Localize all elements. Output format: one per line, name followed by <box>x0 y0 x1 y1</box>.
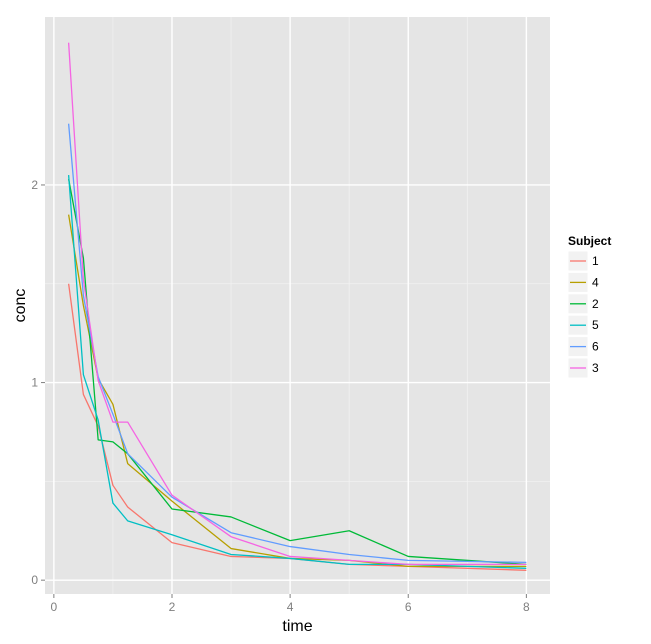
y-tick-label: 2 <box>31 178 38 192</box>
y-axis-ticks: 0 1 2 <box>31 178 45 587</box>
x-axis-ticks: 0 2 4 6 8 <box>51 594 530 614</box>
legend-label-6: 6 <box>592 340 599 354</box>
legend-label-2: 2 <box>592 297 599 311</box>
series-line-5 <box>67 175 527 569</box>
x-tick-label: 6 <box>405 600 412 614</box>
plot-panel <box>45 17 550 594</box>
legend-label-4: 4 <box>592 275 599 289</box>
legend-items: 1 4 2 5 6 3 <box>567 250 599 379</box>
series-line-1 <box>67 283 527 571</box>
x-tick-label: 8 <box>523 600 530 614</box>
legend-label-3: 3 <box>592 361 599 375</box>
x-tick-label: 2 <box>169 600 176 614</box>
legend-title: Subject <box>568 234 611 248</box>
series-line-3 <box>67 42 527 566</box>
y-tick-label: 1 <box>31 376 38 390</box>
minor-gridlines <box>45 17 550 594</box>
series-line-4 <box>67 214 527 567</box>
series-lines <box>67 42 527 571</box>
y-tick-label: 0 <box>31 573 38 587</box>
legend-label-5: 5 <box>592 318 599 332</box>
x-tick-label: 4 <box>287 600 294 614</box>
y-axis-title: conc <box>12 289 29 323</box>
x-axis-title: time <box>282 618 312 635</box>
series-line-2 <box>67 178 527 566</box>
legend-label-1: 1 <box>592 254 599 268</box>
major-gridlines <box>45 17 550 594</box>
x-tick-label: 0 <box>51 600 58 614</box>
legend: Subject 1 4 2 5 6 3 <box>567 234 611 379</box>
